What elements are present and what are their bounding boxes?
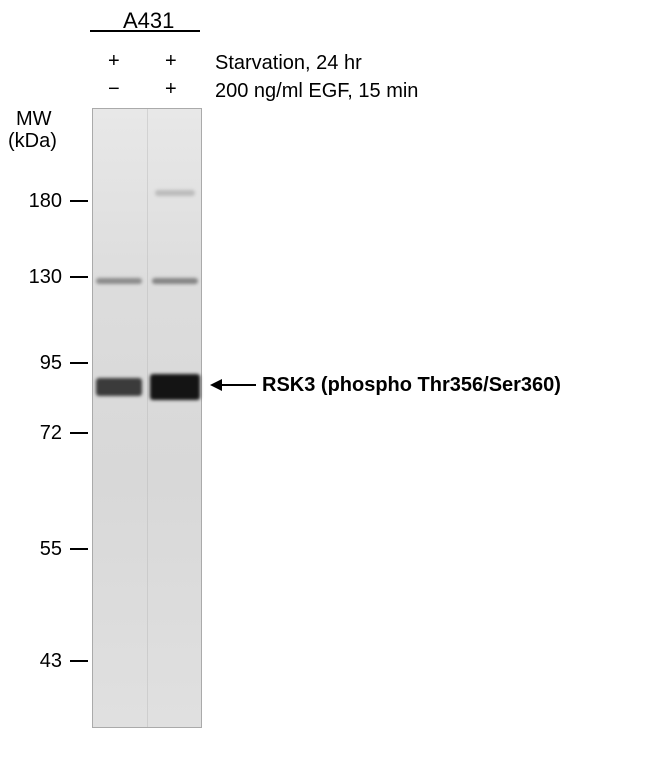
mw-marker-72: 72 <box>40 422 62 445</box>
mw-header-line2: (kDa) <box>8 130 57 153</box>
mw-marker-130: 130 <box>29 266 62 289</box>
target-label: RSK3 (phospho Thr356/Ser360) <box>262 374 561 397</box>
mw-marker-55: 55 <box>40 538 62 561</box>
sample-bar <box>90 30 200 32</box>
mw-tick-180 <box>70 200 88 202</box>
western-blot-figure: A431 ++Starvation, 24 hr−+200 ng/ml EGF,… <box>0 0 650 765</box>
mw-tick-95 <box>70 362 88 364</box>
lane1-condition-0: + <box>108 50 120 73</box>
band-1 <box>152 278 198 284</box>
mw-header-line1: MW <box>16 108 52 131</box>
lane2-condition-1: + <box>165 78 177 101</box>
condition-label-1: 200 ng/ml EGF, 15 min <box>215 80 418 103</box>
mw-tick-130 <box>70 276 88 278</box>
mw-marker-43: 43 <box>40 650 62 673</box>
lane1-condition-1: − <box>108 78 120 101</box>
band-3 <box>150 374 200 400</box>
blot-membrane <box>92 108 202 728</box>
arrow-head-icon <box>210 379 222 391</box>
lane-divider <box>147 109 148 727</box>
band-4 <box>155 190 195 196</box>
mw-tick-72 <box>70 432 88 434</box>
arrow-line <box>222 384 256 386</box>
band-0 <box>96 278 142 284</box>
band-2 <box>96 378 142 396</box>
mw-marker-95: 95 <box>40 352 62 375</box>
mw-tick-55 <box>70 548 88 550</box>
mw-tick-43 <box>70 660 88 662</box>
condition-label-0: Starvation, 24 hr <box>215 52 362 75</box>
lane2-condition-0: + <box>165 50 177 73</box>
mw-marker-180: 180 <box>29 190 62 213</box>
